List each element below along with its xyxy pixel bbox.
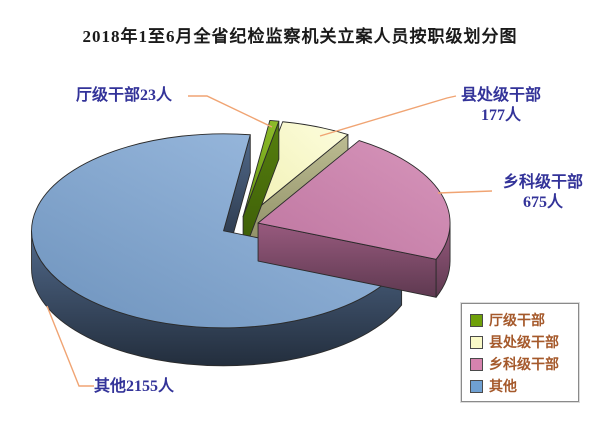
callout-text-line2: 675人 — [522, 194, 563, 211]
callout-label-tingji: 厅级干部23人 — [76, 86, 172, 106]
pie-slice-厅级干部 — [242, 120, 280, 217]
legend-label: 厅级干部 — [489, 314, 545, 329]
callout-text-line2: 177人 — [480, 107, 521, 124]
pie-slice-县处级干部 — [246, 121, 349, 218]
leader-line-xianchuji — [319, 95, 457, 137]
chart-title: 2018年1至6月全省纪检监察机关立案人员按职级划分图 — [82, 27, 518, 46]
leader-line-xiangkeji — [437, 190, 493, 194]
legend-label: 县处级干部 — [489, 336, 559, 351]
callout-label-xiangkeji: 乡科级干部 675人 — [494, 173, 592, 213]
callout-text-line1: 县处级干部 — [460, 87, 541, 104]
legend-item-2: 乡科级干部 — [470, 353, 578, 375]
callout-label-qita: 其他2155人 — [94, 377, 174, 397]
callout-label-xianchuji: 县处级干部 177人 — [452, 86, 550, 126]
callout-text: 厅级干部23人 — [76, 87, 173, 104]
pie-slice-其他 — [31, 133, 403, 329]
chart-legend: 厅级干部县处级干部乡科级干部其他 — [460, 302, 580, 403]
leader-line-qita — [46, 305, 94, 387]
callout-text-line1: 乡科级干部 — [502, 174, 583, 191]
legend-color-key — [470, 335, 483, 349]
legend-label: 乡科级干部 — [489, 358, 559, 373]
legend-item-1: 县处级干部 — [470, 331, 578, 353]
legend-item-3: 其他 — [470, 375, 578, 397]
callout-text: 其他2155人 — [94, 378, 175, 395]
legend-color-key — [470, 357, 483, 371]
legend-item-0: 厅级干部 — [470, 309, 578, 331]
legend-color-key — [470, 313, 483, 327]
legend-label: 其他 — [489, 380, 517, 395]
leader-line-tingji — [188, 95, 273, 128]
legend-color-key — [470, 379, 483, 393]
